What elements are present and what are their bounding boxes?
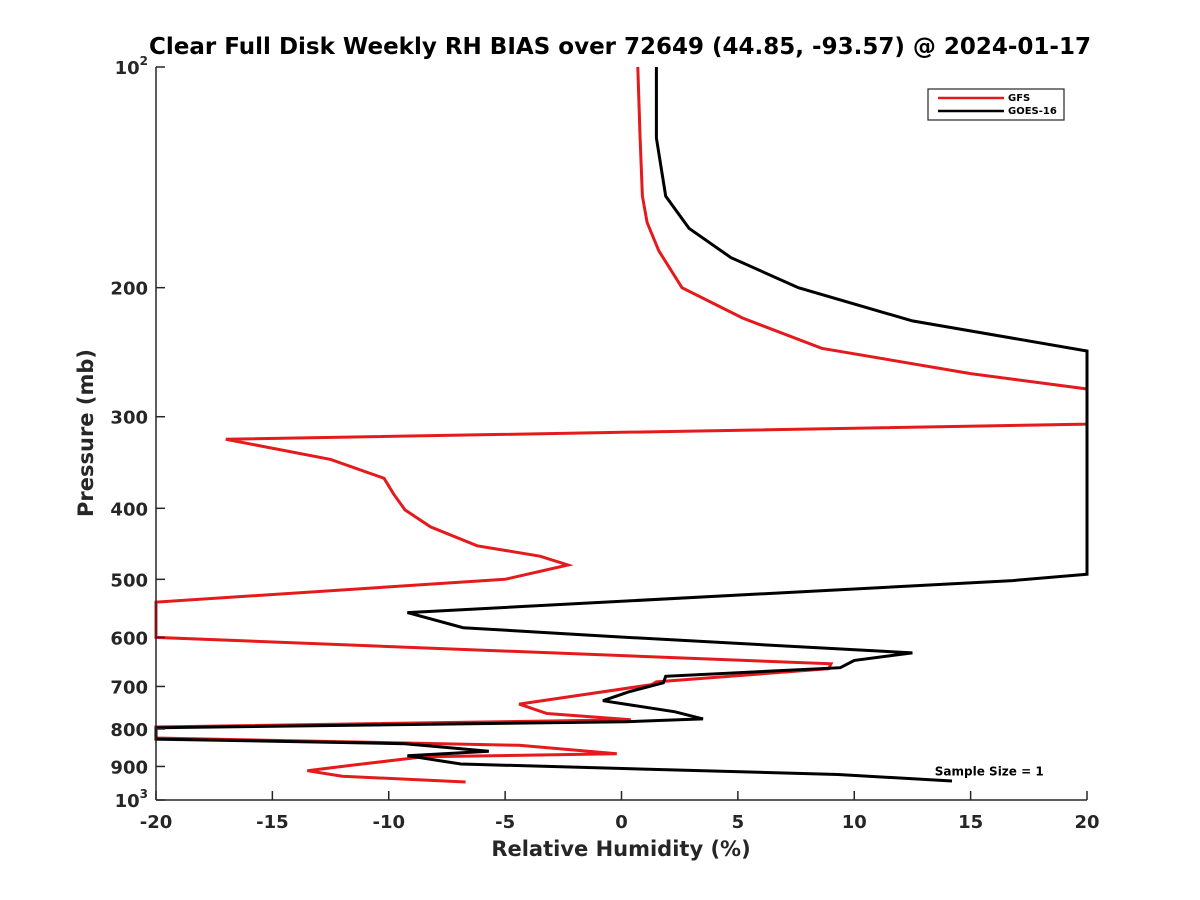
y-tick-label: 900: [110, 757, 148, 778]
x-tick-label: 10: [842, 812, 867, 833]
x-tick-label: -20: [140, 812, 173, 833]
x-tick-label: 5: [732, 812, 745, 833]
chart-title: Clear Full Disk Weekly RH BIAS over 7264…: [149, 34, 1091, 60]
legend-entry-goes16: GOES-16: [1008, 106, 1057, 117]
legend: GFS GOES-16: [927, 88, 1065, 121]
x-tick-label: 15: [958, 812, 983, 833]
y-tick-label: 103: [115, 787, 148, 812]
y-tick-label: 300: [110, 408, 148, 429]
series-lines: [154, 66, 1089, 784]
x-tick-label: -10: [372, 812, 405, 833]
series-line-gfs: [154, 66, 1089, 784]
series-line-goes16: [154, 67, 1089, 783]
x-ticks: -20 -15 -10 -5 0 5 10 15 20: [140, 791, 1100, 833]
y-ticks: 102 200 300 400 500 600 700 800 900 103: [110, 54, 165, 812]
y-tick-label: 600: [110, 628, 148, 649]
y-tick-label: 800: [110, 720, 148, 741]
y-tick-label: 200: [110, 279, 148, 300]
y-tick-label: 500: [110, 570, 148, 591]
y-axis-label: Pressure (mb): [74, 349, 98, 517]
sample-size-annotation: Sample Size = 1: [935, 765, 1044, 779]
y-tick-label: 700: [110, 677, 148, 698]
x-axis-label: Relative Humidity (%): [491, 837, 750, 861]
y-tick-label: 400: [110, 499, 148, 520]
legend-entry-gfs: GFS: [1008, 93, 1030, 104]
legend-box: [927, 88, 1065, 121]
x-tick-label: 20: [1074, 812, 1099, 833]
x-tick-label: -5: [495, 812, 515, 833]
y-tick-label: 102: [115, 54, 148, 79]
x-tick-label: 0: [615, 812, 628, 833]
x-tick-label: -15: [256, 812, 289, 833]
